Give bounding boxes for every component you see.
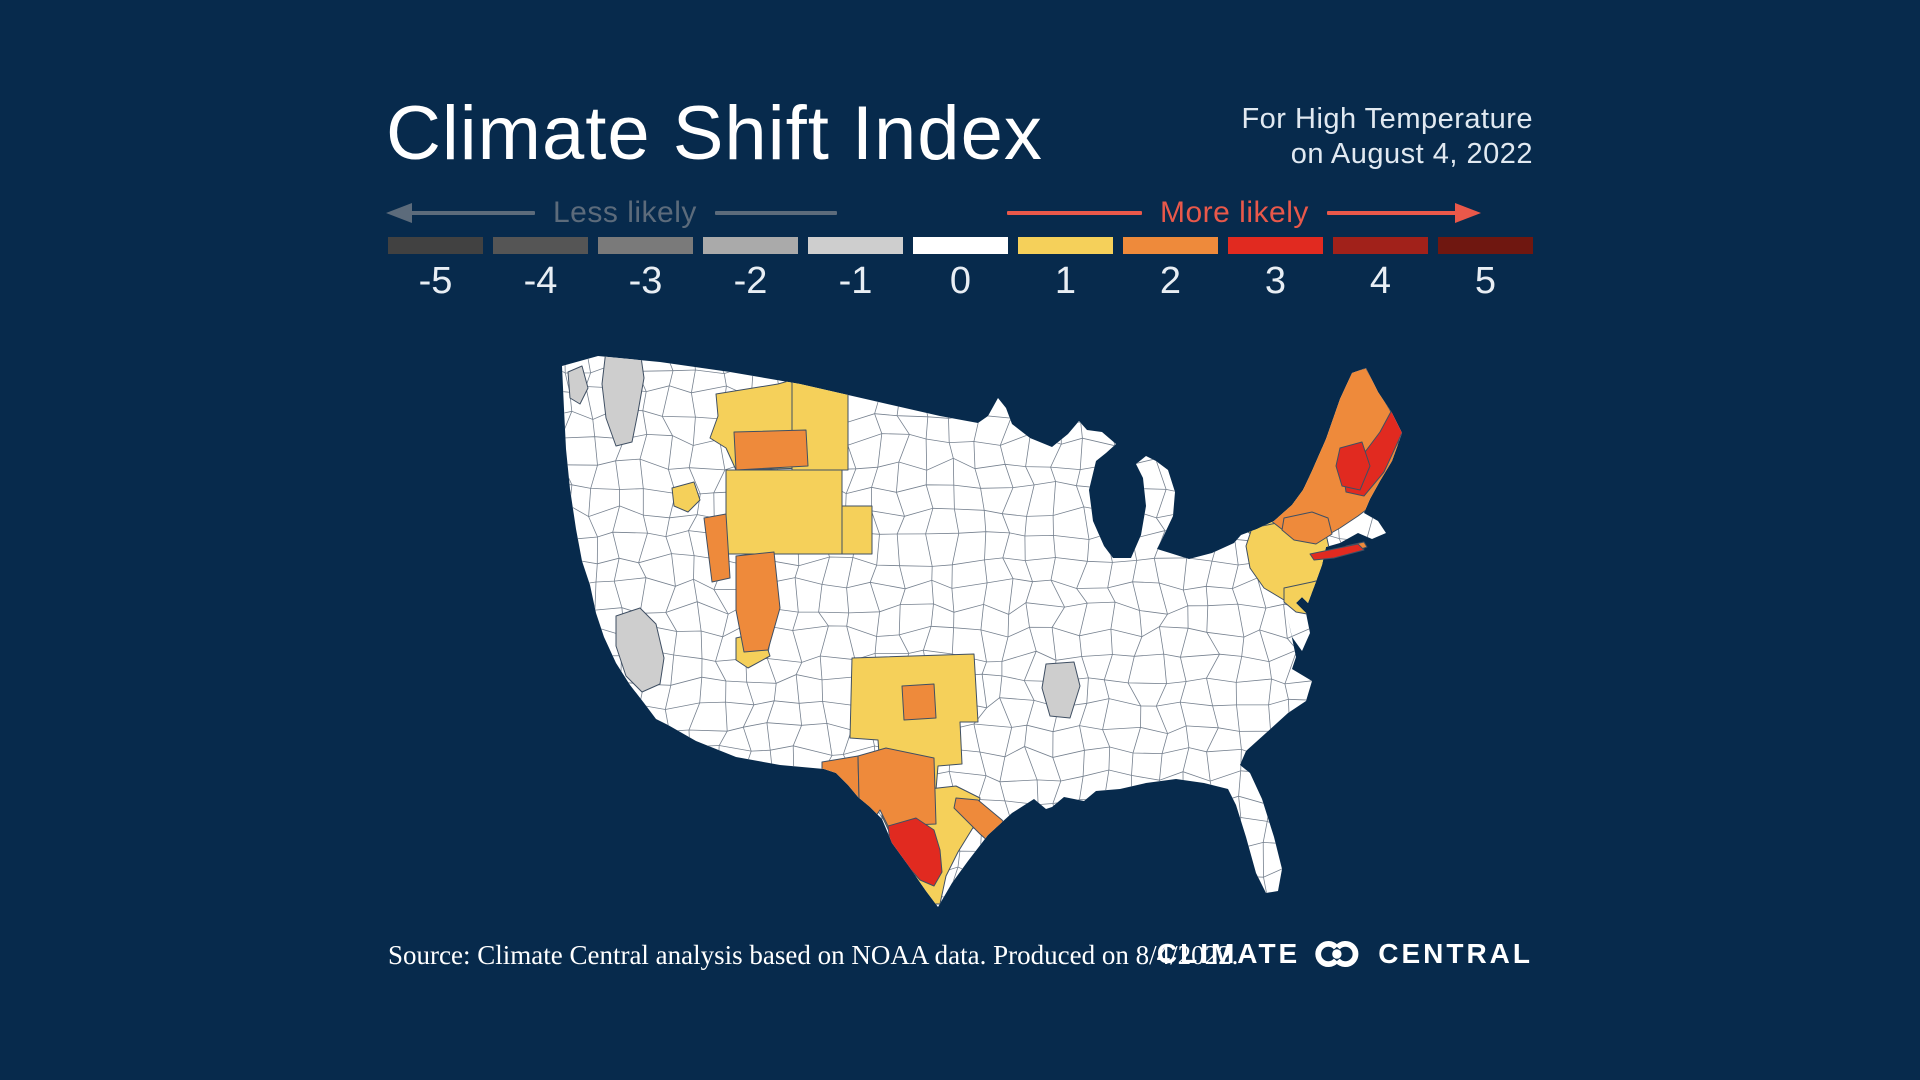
region-nevada-west (615, 607, 665, 693)
scale-swatch-1 (1018, 237, 1113, 254)
scale-value--3: -3 (628, 260, 663, 302)
region-maine-nh-red (1335, 441, 1371, 491)
legend-more-likely: More likely (1007, 196, 1481, 229)
us-map-svg (540, 320, 1420, 921)
county-line (1413, 325, 1420, 920)
climate-central-rings-icon (1315, 938, 1366, 970)
region-texas-big-bend-west (821, 755, 861, 841)
legend-line (410, 211, 535, 215)
county-line (540, 320, 1416, 326)
climate-central-logo: CLIMATE CENTRAL (1157, 938, 1533, 970)
scale-value--2: -2 (733, 260, 768, 302)
scale-swatch-5 (1438, 237, 1533, 254)
region-washington-coast (567, 365, 589, 405)
scale-value-1: 1 (1054, 260, 1077, 302)
more-likely-label: More likely (1160, 196, 1309, 229)
region-utah-central (735, 551, 781, 653)
logo-word-climate: CLIMATE (1156, 938, 1301, 969)
subtitle-line-2: on August 4, 2022 (1290, 138, 1533, 170)
region-long-island-red (1309, 543, 1365, 561)
region-arkansas-north (1041, 661, 1081, 719)
region-idaho-sun-valley (671, 481, 701, 513)
scale-value-2: 2 (1159, 260, 1182, 302)
county-line (869, 356, 883, 907)
county-line (1308, 356, 1323, 907)
region-wyoming-se-block (841, 505, 873, 555)
scale-value--4: -4 (523, 260, 558, 302)
county-line (562, 889, 1402, 903)
less-likely-label: Less likely (553, 196, 697, 229)
subtitle: For High Temperature on August 4, 2022 (1241, 102, 1533, 172)
county-line (541, 915, 1416, 921)
scale-swatch--4 (493, 237, 588, 254)
page-title: Climate Shift Index (386, 91, 1043, 176)
region-utah-wasatch (703, 513, 731, 583)
logo-word-central: CENTRAL (1378, 938, 1533, 969)
legend-line (1007, 211, 1142, 215)
scale-swatch-4 (1333, 237, 1428, 254)
region-hudson-valley-orange (1281, 511, 1333, 545)
scale-swatch--1 (808, 237, 903, 254)
scale-value-3: 3 (1264, 260, 1287, 302)
scale-value-5: 5 (1474, 260, 1497, 302)
color-scale (388, 237, 1533, 254)
scale-swatch--2 (703, 237, 798, 254)
scale-value-4: 4 (1369, 260, 1392, 302)
scale-swatch-0 (913, 237, 1008, 254)
us-county-map (540, 320, 1420, 920)
region-montana-south-central (733, 429, 809, 471)
scale-swatch-3 (1228, 237, 1323, 254)
county-line (540, 325, 547, 921)
source-attribution: Source: Climate Central analysis based o… (388, 940, 1239, 970)
scale-value-0: 0 (949, 260, 972, 302)
region-wyoming (725, 469, 843, 555)
color-scale-values: -5 -4 -3 -2 -1 0 1 2 3 4 5 (388, 260, 1533, 303)
legend-line (1326, 211, 1457, 215)
csi-colored-regions-islands (1309, 541, 1368, 561)
subtitle-line-1: For High Temperature (1241, 103, 1533, 135)
csi-colored-regions (567, 356, 1402, 905)
scale-value--5: -5 (418, 260, 453, 302)
county-line (541, 338, 1420, 351)
legend-line (714, 211, 837, 215)
scale-swatch--5 (388, 237, 483, 254)
scale-value--1: -1 (838, 260, 873, 302)
region-washington-puget-sound (601, 356, 645, 447)
region-new-mexico-roswell (901, 683, 937, 721)
scale-swatch--3 (598, 237, 693, 254)
county-line (562, 865, 1402, 878)
arrow-left-icon (386, 203, 412, 223)
arrow-right-icon (1454, 203, 1481, 223)
scale-swatch-2 (1123, 237, 1218, 254)
legend-less-likely: Less likely (386, 196, 837, 229)
